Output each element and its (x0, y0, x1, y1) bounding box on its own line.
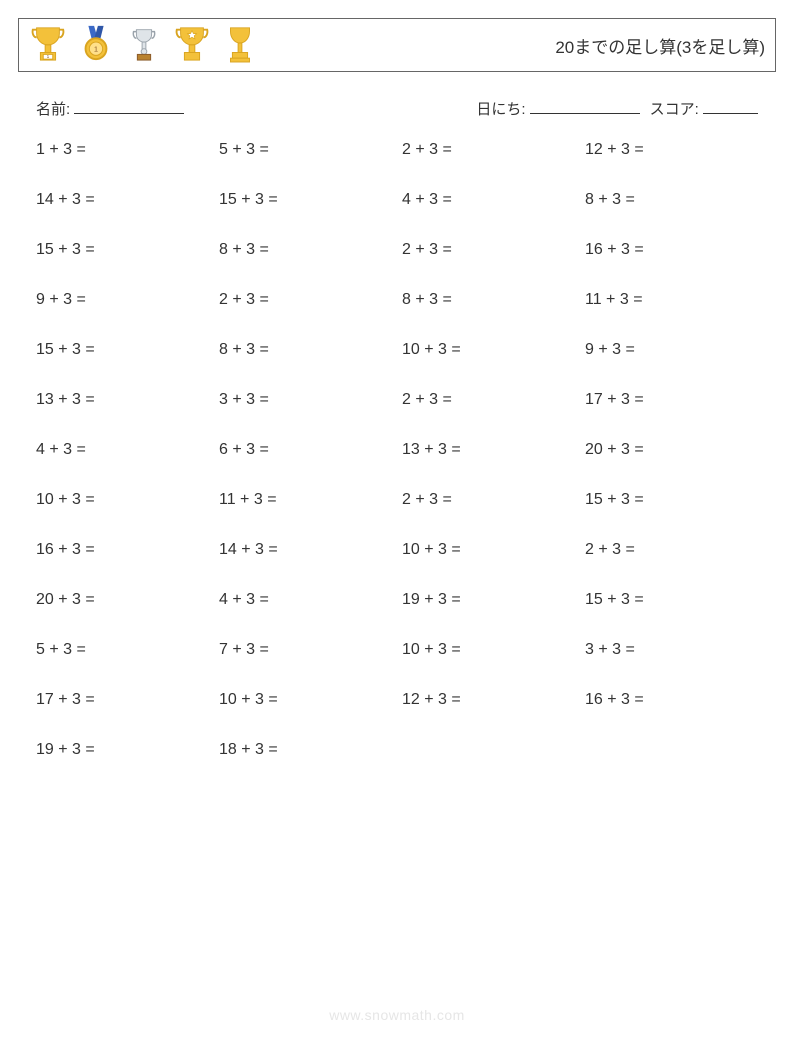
problem-cell: 15 + 3 = (36, 241, 209, 259)
problem-cell: 14 + 3 = (36, 191, 209, 209)
watermark: www.snowmath.com (0, 1007, 794, 1023)
problem-cell: 20 + 3 = (36, 591, 209, 609)
problem-cell: 19 + 3 = (36, 741, 209, 759)
problem-cell: 8 + 3 = (219, 241, 392, 259)
date-label: 日にち: (476, 101, 525, 118)
problem-cell: 16 + 3 = (585, 691, 758, 709)
problem-cell: 12 + 3 = (585, 141, 758, 159)
problem-cell: 18 + 3 = (219, 741, 392, 759)
problem-cell: 17 + 3 = (36, 691, 209, 709)
problem-cell: 1 + 3 = (36, 141, 209, 159)
problem-cell: 9 + 3 = (585, 341, 758, 359)
problem-cell: 14 + 3 = (219, 541, 392, 559)
problem-cell: 8 + 3 = (219, 341, 392, 359)
problem-cell: 15 + 3 = (36, 341, 209, 359)
name-blank (74, 99, 184, 114)
trophy-gold-cup-1-icon: 1 (29, 24, 67, 66)
info-row: 名前: 日にち: スコア: (18, 98, 776, 119)
svg-text:1: 1 (47, 54, 50, 60)
svg-text:1: 1 (94, 45, 98, 54)
trophy-star-cup-icon (173, 24, 211, 66)
problem-cell: 16 + 3 = (36, 541, 209, 559)
date-blank (530, 99, 640, 114)
problems-grid: 1 + 3 = 5 + 3 = 2 + 3 = 12 + 3 = 14 + 3 = 15 … (18, 141, 776, 759)
problem-cell: 2 + 3 = (402, 141, 575, 159)
problem-cell: 12 + 3 = (402, 691, 575, 709)
problem-cell: 6 + 3 = (219, 441, 392, 459)
problem-cell: 15 + 3 = (585, 491, 758, 509)
problem-cell: 10 + 3 = (402, 641, 575, 659)
problem-cell: 10 + 3 = (402, 541, 575, 559)
problem-cell: 2 + 3 = (402, 241, 575, 259)
problem-cell: 13 + 3 = (402, 441, 575, 459)
score-blank (703, 99, 758, 114)
worksheet-title: 20までの足し算(3を足し算) (555, 33, 765, 58)
problem-cell: 10 + 3 = (36, 491, 209, 509)
problem-cell: 2 + 3 = (402, 491, 575, 509)
problem-cell: 13 + 3 = (36, 391, 209, 409)
header-box: 1 1 (18, 18, 776, 72)
problem-cell: 9 + 3 = (36, 291, 209, 309)
problem-cell: 17 + 3 = (585, 391, 758, 409)
trophy-silver-cup-icon (125, 24, 163, 66)
problem-cell: 15 + 3 = (219, 191, 392, 209)
problem-cell: 2 + 3 = (402, 391, 575, 409)
problem-cell: 3 + 3 = (585, 641, 758, 659)
name-field: 名前: (36, 98, 184, 119)
name-label: 名前: (36, 101, 70, 118)
date-field: 日にち: (476, 98, 639, 119)
problem-cell: 20 + 3 = (585, 441, 758, 459)
problem-cell: 4 + 3 = (402, 191, 575, 209)
problem-cell: 8 + 3 = (402, 291, 575, 309)
problem-cell: 11 + 3 = (219, 491, 392, 509)
problem-cell: 4 + 3 = (219, 591, 392, 609)
problem-cell: 2 + 3 = (585, 541, 758, 559)
problem-cell: 15 + 3 = (585, 591, 758, 609)
score-field: スコア: (650, 98, 758, 119)
problem-cell: 10 + 3 = (219, 691, 392, 709)
problem-cell: 8 + 3 = (585, 191, 758, 209)
problem-cell: 3 + 3 = (219, 391, 392, 409)
trophy-row: 1 1 (29, 24, 259, 66)
trophy-gold-goblet-icon (221, 24, 259, 66)
gold-medal-ribbon-icon: 1 (77, 24, 115, 66)
problem-cell: 5 + 3 = (36, 641, 209, 659)
problem-cell: 2 + 3 = (219, 291, 392, 309)
problem-cell: 10 + 3 = (402, 341, 575, 359)
problem-cell: 19 + 3 = (402, 591, 575, 609)
problem-cell: 7 + 3 = (219, 641, 392, 659)
problem-cell: 4 + 3 = (36, 441, 209, 459)
problem-cell: 11 + 3 = (585, 291, 758, 309)
problem-cell: 16 + 3 = (585, 241, 758, 259)
problem-cell: 5 + 3 = (219, 141, 392, 159)
score-label: スコア: (650, 101, 699, 118)
